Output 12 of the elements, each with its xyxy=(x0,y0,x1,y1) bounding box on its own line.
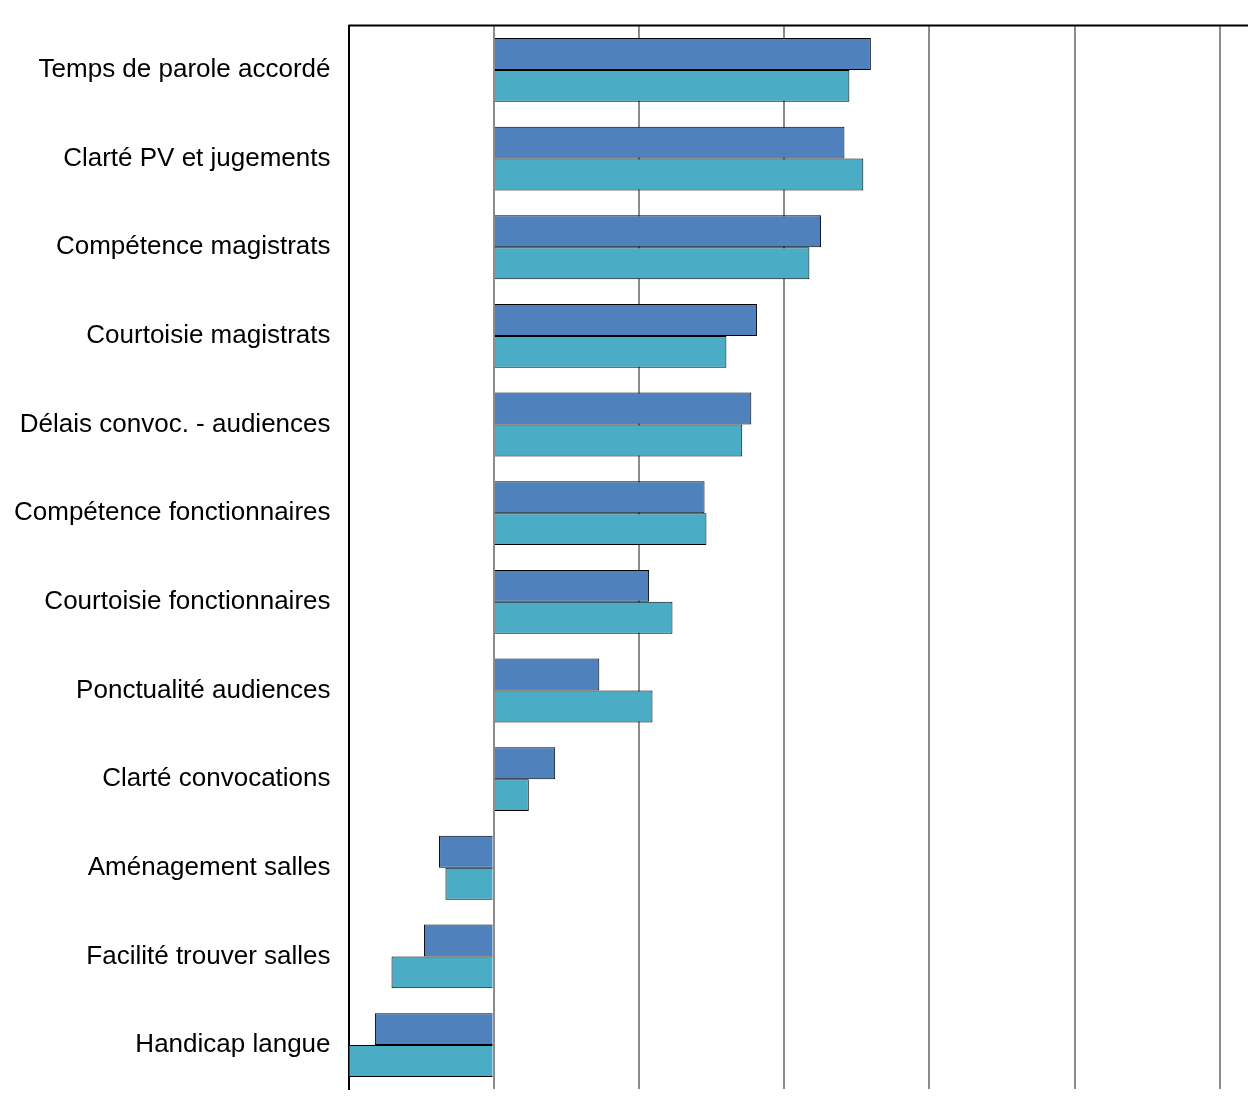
y-tick-label: Compétence fonctionnaires xyxy=(13,496,331,527)
y-tick-label: Courtoisie fonctionnaires xyxy=(44,585,331,615)
y-tick-label: Facilité trouver salles xyxy=(86,939,331,970)
y-tick-label: Aménagement salles xyxy=(87,850,331,881)
y-tick-label: Clarté PV et jugements xyxy=(63,141,331,172)
y-tick-label: Handicap langue xyxy=(135,1028,331,1059)
y-tick-label: Ponctualité audiences xyxy=(76,673,331,704)
y-tick-label: Clarté convocations xyxy=(102,762,331,793)
y-tick-label: Temps de parole accordé xyxy=(38,53,331,84)
y-tick-label: Courtoisie magistrats xyxy=(86,319,331,350)
y-tick-label: Compétence magistrats xyxy=(55,230,331,261)
y-tick-label: Délais convoc. - audiences xyxy=(19,407,331,438)
